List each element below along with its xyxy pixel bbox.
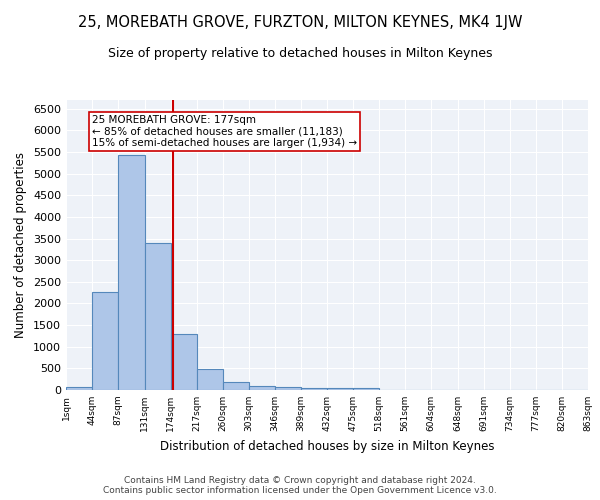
Text: 25, MOREBATH GROVE, FURZTON, MILTON KEYNES, MK4 1JW: 25, MOREBATH GROVE, FURZTON, MILTON KEYN… bbox=[78, 15, 522, 30]
Bar bbox=[171, 334, 197, 390]
Bar bbox=[145, 243, 171, 390]
Text: 25 MOREBATH GROVE: 177sqm
← 85% of detached houses are smaller (11,183)
15% of s: 25 MOREBATH GROVE: 177sqm ← 85% of detac… bbox=[92, 115, 357, 148]
Bar bbox=[301, 388, 327, 390]
Bar bbox=[197, 369, 223, 390]
X-axis label: Distribution of detached houses by size in Milton Keynes: Distribution of detached houses by size … bbox=[160, 440, 494, 452]
Bar bbox=[327, 388, 353, 390]
Bar bbox=[275, 387, 301, 390]
Bar bbox=[118, 155, 145, 390]
Text: Contains HM Land Registry data © Crown copyright and database right 2024.
Contai: Contains HM Land Registry data © Crown c… bbox=[103, 476, 497, 495]
Bar bbox=[66, 387, 92, 390]
Bar bbox=[249, 386, 275, 390]
Y-axis label: Number of detached properties: Number of detached properties bbox=[14, 152, 28, 338]
Bar bbox=[353, 388, 379, 390]
Bar bbox=[223, 382, 249, 390]
Text: Size of property relative to detached houses in Milton Keynes: Size of property relative to detached ho… bbox=[108, 48, 492, 60]
Bar bbox=[92, 292, 118, 390]
